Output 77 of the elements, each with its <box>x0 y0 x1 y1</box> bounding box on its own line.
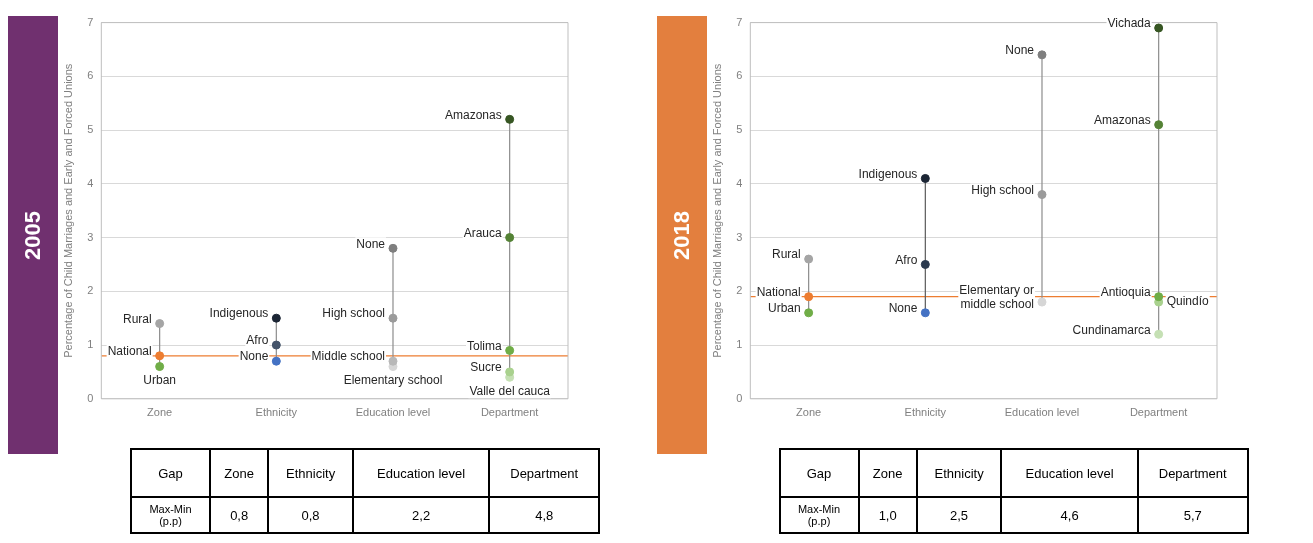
y-tick-label: 0 <box>87 391 94 404</box>
series-label: None <box>356 236 386 251</box>
series-label: High school <box>970 182 1034 197</box>
y-tick-label: 1 <box>87 338 94 351</box>
series-label: Rural <box>122 311 152 326</box>
series-label: Indigenous <box>209 306 269 321</box>
text: Education level <box>1001 449 1138 497</box>
text: Ethnicity <box>268 449 353 497</box>
text: 4,6 <box>1001 497 1138 533</box>
text: Gap <box>779 449 859 497</box>
series-label: Antioquia <box>1100 285 1151 299</box>
series-label: National <box>756 285 801 299</box>
series-label: Indigenous <box>858 166 917 181</box>
side-banner: 2018 <box>656 16 707 454</box>
text: Max-Min (p.p) <box>779 497 859 533</box>
side-banner: 2005 <box>8 16 58 454</box>
series-label: Rural <box>771 247 801 262</box>
series-label: Valle del cauca <box>469 383 551 398</box>
y-tick-label: 2 <box>735 284 742 297</box>
series-label: High school <box>322 306 385 321</box>
x-tick-label: Zone <box>147 406 173 419</box>
y-tick-label: 5 <box>735 123 742 136</box>
series-label: None <box>888 301 918 316</box>
x-tick-label: Department <box>1129 406 1187 419</box>
y-axis-title: Percentage of Child Marriages and Early and Forced Unions <box>710 63 723 358</box>
series-label: Quindío <box>1166 294 1209 309</box>
text: 2,2 <box>352 497 490 533</box>
x-tick-label: Department <box>480 406 539 419</box>
series-label: Arauca <box>463 225 502 240</box>
text: Zone <box>210 449 269 497</box>
x-tick-label: Education level <box>355 406 431 419</box>
series-label: Sucre <box>470 360 502 375</box>
series-label: Cundinamarca <box>1072 322 1151 337</box>
text: Ethnicity <box>916 449 1002 497</box>
text: Department <box>1137 449 1248 497</box>
text: 4,8 <box>489 497 599 533</box>
series-label: Afro <box>894 252 918 267</box>
text: Department <box>489 449 599 497</box>
y-tick-label: 7 <box>735 15 742 28</box>
text: Zone <box>858 449 917 497</box>
series-label: Amazonas <box>444 107 502 122</box>
text: 5,7 <box>1137 497 1248 533</box>
y-tick-label: 2 <box>87 284 94 297</box>
series-label: Urban <box>767 301 801 316</box>
y-tick-label: 4 <box>87 176 94 189</box>
x-tick-label: Ethnicity <box>255 406 298 419</box>
series-label: Amazonas <box>1093 113 1151 128</box>
y-tick-label: 4 <box>735 176 742 189</box>
series-label: Middle school <box>311 349 385 364</box>
x-tick-label: Zone <box>795 406 821 419</box>
y-tick-label: 0 <box>735 391 742 404</box>
series-label: Elementary school <box>343 372 443 387</box>
text: Gap <box>131 449 210 497</box>
series-label: Elementary or middle school <box>958 283 1034 312</box>
y-tick-label: 7 <box>87 15 94 28</box>
y-tick-label: 5 <box>87 123 94 136</box>
text: 0,8 <box>268 497 353 533</box>
series-label: Vichada <box>1107 16 1151 31</box>
series-label: Tolima <box>466 338 502 353</box>
x-tick-label: Education level <box>1004 406 1079 419</box>
text: 2,5 <box>916 497 1002 533</box>
y-tick-label: 3 <box>87 230 94 243</box>
text: 0,8 <box>210 497 269 533</box>
series-label: Afro <box>246 333 269 348</box>
y-tick-label: 3 <box>735 230 742 243</box>
text: Max-Min (p.p) <box>131 497 210 533</box>
series-label: National <box>107 344 152 359</box>
y-tick-label: 6 <box>87 69 94 82</box>
y-tick-label: 1 <box>735 338 742 351</box>
y-axis-title: Percentage of Child Marriages and Early and Forced Unions <box>61 63 74 358</box>
text: Education level <box>352 449 490 497</box>
text: 1,0 <box>858 497 917 533</box>
series-label: None <box>1004 43 1034 58</box>
x-tick-label: Ethnicity <box>904 406 947 419</box>
series-label: None <box>239 349 269 364</box>
series-label: Urban <box>143 372 176 387</box>
y-tick-label: 6 <box>735 69 742 82</box>
